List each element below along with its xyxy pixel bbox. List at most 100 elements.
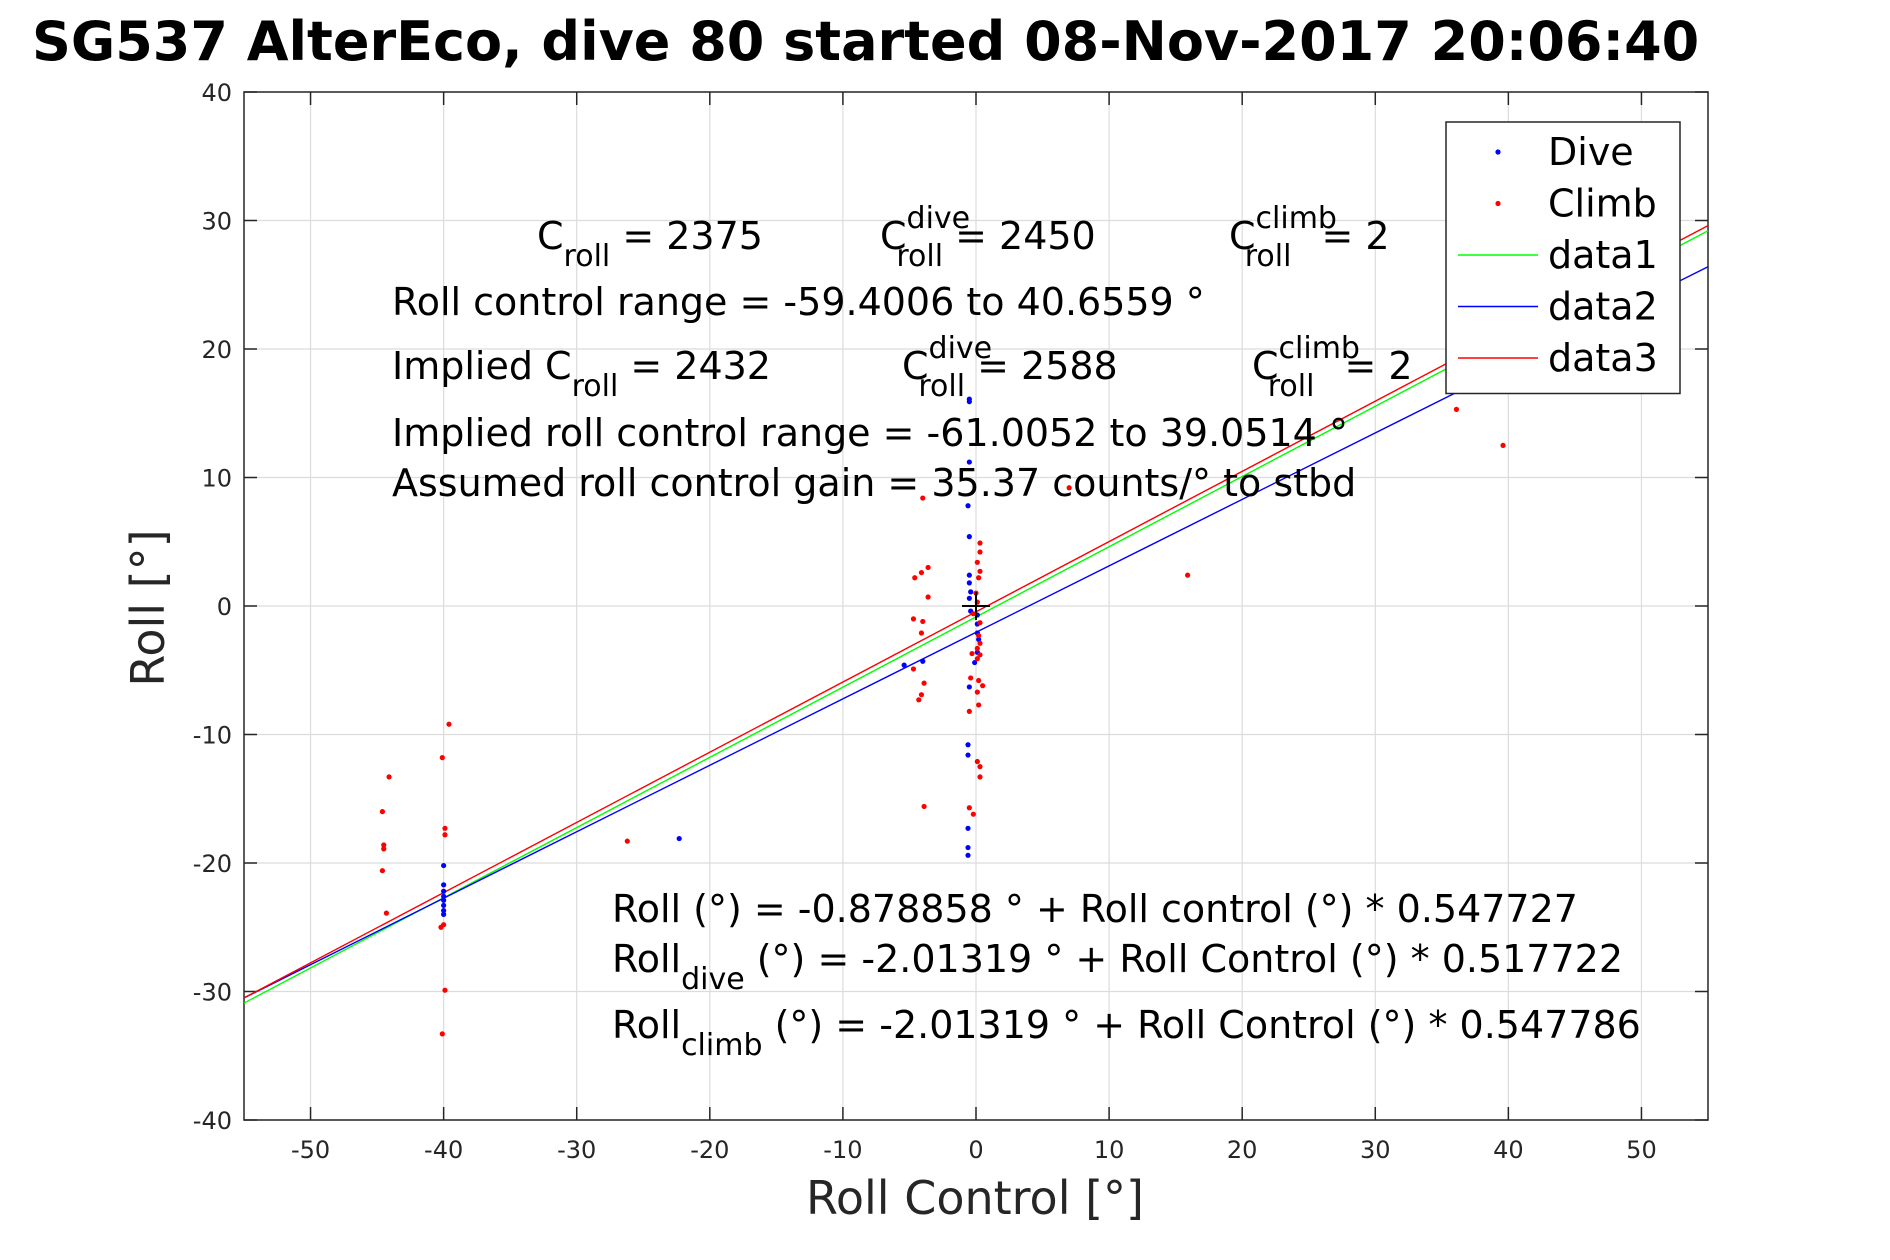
axis-ticks: -50 -40 -30 -20 -10 0 10 20 30 40 50 -40 -30 -20 -10 0 1… xyxy=(193,79,1708,1164)
annotation-implied-c-roll: Implied Croll = 2432 xyxy=(392,344,771,404)
annotations: Croll = 2375 Cdive roll = 2450 Cclimb roll =… xyxy=(392,201,1641,1063)
legend-label: data2 xyxy=(1548,285,1658,329)
data-point-dive xyxy=(966,595,972,601)
data-point-climb xyxy=(970,611,976,617)
data-point-dive xyxy=(676,835,682,842)
y-tick-label: 0 xyxy=(217,593,232,621)
y-tick-label: -10 xyxy=(193,722,232,750)
data-point-climb xyxy=(383,910,390,916)
data-point-dive xyxy=(441,902,447,909)
data-point-dive xyxy=(441,911,447,918)
data-point-climb xyxy=(446,721,452,727)
data-point-climb xyxy=(925,594,931,600)
legend-label: data3 xyxy=(1548,336,1658,380)
data-point-climb xyxy=(925,564,931,571)
y-tick-label: 20 xyxy=(201,336,232,364)
x-tick-label: 10 xyxy=(1094,1136,1125,1164)
data-point-dive xyxy=(441,882,447,888)
legend-box xyxy=(1445,121,1681,395)
data-point-climb xyxy=(976,575,982,581)
data-point-climb xyxy=(970,811,976,817)
x-tick-label: -30 xyxy=(557,1136,596,1164)
data-point-climb xyxy=(386,774,392,780)
data-point-climb xyxy=(918,692,925,698)
annotation-roll-control-range: Roll control range = -59.4006 to 40.6559… xyxy=(392,280,1205,324)
x-tick-label: 30 xyxy=(1360,1136,1391,1164)
annotation-implied-c-roll-dive: Cdive roll = 2588 xyxy=(902,331,1118,404)
x-tick-label: 20 xyxy=(1227,1136,1258,1164)
legend-label: data1 xyxy=(1548,233,1658,277)
data-point-climb xyxy=(966,805,972,811)
data-point-climb xyxy=(974,689,980,695)
data-point-dive xyxy=(966,459,972,465)
chart-title: SG537 AlterEco, dive 80 started 08-Nov-2… xyxy=(32,10,1699,73)
data-point-climb xyxy=(977,549,983,555)
data-point-climb xyxy=(442,832,448,838)
y-tick-label: 10 xyxy=(201,465,232,493)
data-point-climb xyxy=(912,575,918,581)
annotation-implied-range: Implied roll control range = -61.0052 to… xyxy=(392,411,1348,455)
data-point-climb xyxy=(920,495,926,501)
data-point-climb xyxy=(918,630,925,636)
data-point-climb xyxy=(379,809,386,815)
x-tick-label: 50 xyxy=(1626,1136,1657,1164)
data-point-climb xyxy=(977,774,983,780)
annotation-c-roll-climb: Cclimb roll = 2 xyxy=(1229,201,1390,274)
data-point-climb xyxy=(910,666,917,672)
data-point-climb xyxy=(1500,442,1506,448)
legend-marker-climb xyxy=(1495,200,1501,207)
legend-label: Dive xyxy=(1548,130,1634,174)
data-point-climb xyxy=(977,620,983,626)
annotation-fit-climb: Rollclimb (°) = -2.01319 ° + Roll Contro… xyxy=(612,1003,1641,1063)
y-tick-label: -30 xyxy=(193,979,232,1007)
data-point-climb xyxy=(974,645,980,652)
data-point-dive xyxy=(966,684,972,690)
data-point-climb xyxy=(442,987,448,993)
legend: Dive Climb data1 data2 data3 xyxy=(1445,121,1681,395)
data-point-climb xyxy=(976,677,982,684)
data-point-dive xyxy=(966,572,972,578)
data-point-climb xyxy=(974,656,980,662)
data-point-climb xyxy=(439,1031,445,1037)
annotation-gain: Assumed roll control gain = 35.37 counts… xyxy=(392,461,1356,505)
x-tick-label: 0 xyxy=(968,1136,983,1164)
data-point-climb xyxy=(968,675,974,681)
data-point-climb xyxy=(921,803,927,810)
data-point-dive xyxy=(965,742,971,748)
data-point-climb xyxy=(921,680,927,686)
data-point-dive xyxy=(966,399,972,405)
annotation-c-roll: Croll = 2375 xyxy=(537,214,763,274)
data-point-dive xyxy=(965,503,971,509)
data-point-dive xyxy=(965,844,971,851)
y-tick-label: 30 xyxy=(201,208,232,236)
data-point-climb xyxy=(379,868,386,874)
data-point-dive xyxy=(441,893,447,900)
data-point-climb xyxy=(1453,406,1460,412)
data-point-dive xyxy=(965,852,971,858)
annotation-fit-all: Roll (°) = -0.878858 ° + Roll control (°… xyxy=(612,887,1578,931)
x-axis-label: Roll Control [°] xyxy=(806,1171,1144,1225)
data-point-climb xyxy=(624,838,630,844)
data-point-climb xyxy=(977,764,983,770)
data-point-dive xyxy=(441,862,447,869)
data-point-climb xyxy=(920,618,926,625)
data-point-climb xyxy=(381,846,387,852)
x-tick-label: -50 xyxy=(291,1136,330,1164)
data-point-climb xyxy=(918,569,925,576)
data-point-climb xyxy=(974,559,980,565)
data-point-dive xyxy=(920,658,926,664)
data-point-climb xyxy=(974,758,980,765)
data-point-dive xyxy=(965,752,971,758)
x-tick-label: -20 xyxy=(690,1136,729,1164)
y-tick-label: -40 xyxy=(193,1107,232,1135)
data-point-climb xyxy=(381,842,387,848)
data-point-climb xyxy=(977,540,983,546)
data-point-dive xyxy=(965,825,971,831)
data-point-climb xyxy=(916,697,922,703)
data-point-climb xyxy=(977,640,983,646)
y-axis-label: Roll [°] xyxy=(121,529,175,686)
data-point-dive xyxy=(441,907,447,914)
data-point-climb xyxy=(966,708,972,714)
